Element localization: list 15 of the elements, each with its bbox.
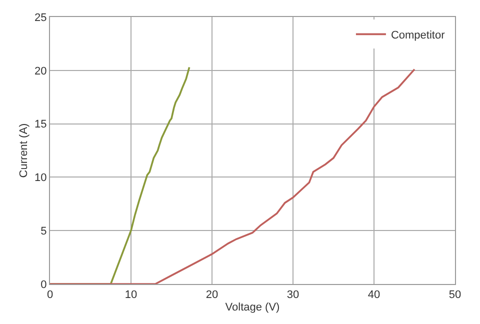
x-tick-label: 30 [286, 289, 300, 302]
y-axis-title: Current (A) [18, 123, 30, 178]
y-tick-label: 20 [34, 65, 47, 78]
y-tick-label: 25 [34, 12, 47, 24]
x-tick-label: 20 [206, 289, 218, 302]
y-tick-label: 5 [40, 225, 47, 238]
x-tick-label: 10 [124, 289, 138, 302]
x-axis-title: Voltage (V) [225, 301, 280, 314]
y-tick-label: 0 [40, 278, 47, 291]
x-tick-label: 50 [448, 289, 462, 302]
y-tick-label: 15 [34, 118, 47, 131]
y-tick-label: 10 [34, 172, 47, 184]
x-tick-label: 40 [368, 289, 380, 302]
legend-label: Competitor [390, 29, 446, 42]
line-series [50, 68, 416, 284]
